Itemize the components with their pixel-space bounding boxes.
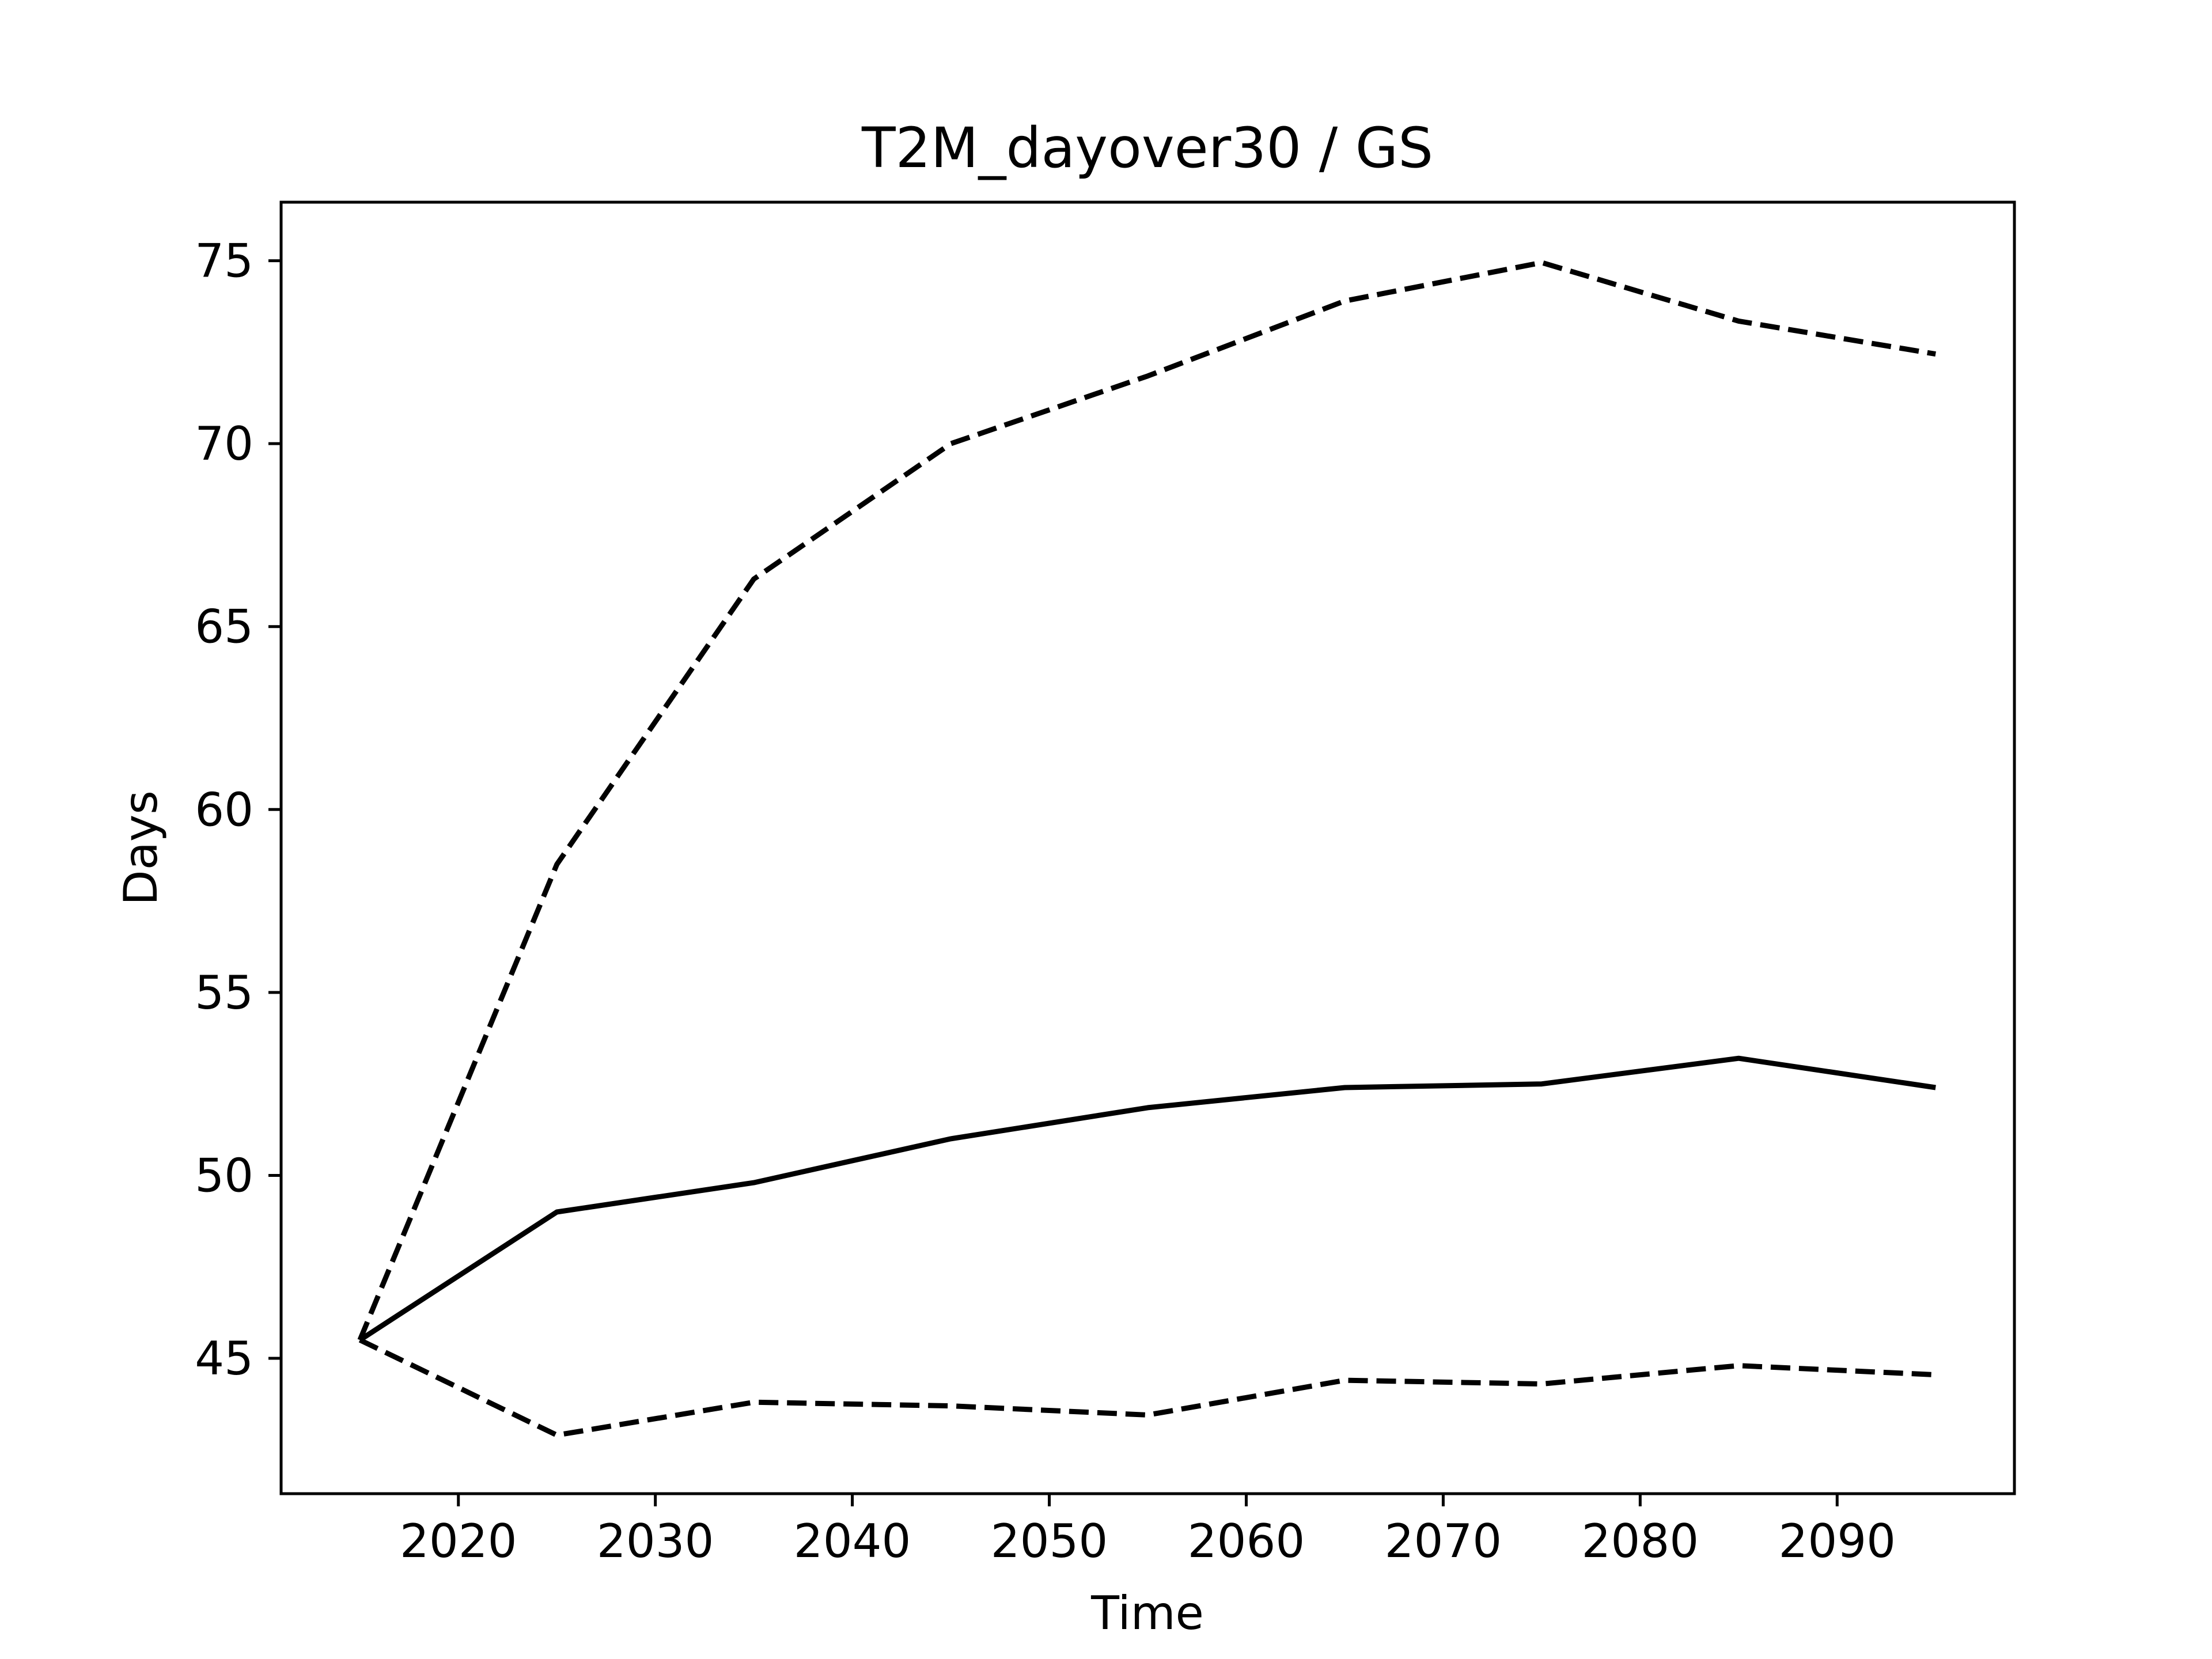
series-layer — [357, 260, 1936, 1438]
x-axis: 2020 2030 2040 2050 2060 2070 2080 2090 — [400, 1494, 1896, 1568]
series-line-1 — [358, 1055, 1936, 1342]
x-tick-label: 2020 — [400, 1514, 517, 1568]
plot-frame — [279, 200, 2016, 1495]
x-tick-label: 2030 — [597, 1514, 714, 1568]
y-tick-label: 55 — [195, 966, 253, 1020]
y-axis-label: Days — [114, 790, 168, 906]
x-tick-label: 2040 — [794, 1514, 911, 1568]
series-line-3 — [358, 1338, 1936, 1438]
y-tick-label: 60 — [195, 783, 253, 836]
x-tick-label: 2070 — [1385, 1514, 1502, 1568]
y-tick-label: 75 — [195, 234, 253, 288]
y-tick-label: 45 — [195, 1332, 253, 1385]
x-tick-label: 2080 — [1582, 1514, 1699, 1568]
y-tick-label: 70 — [195, 417, 253, 471]
x-tick-label: 2060 — [1188, 1514, 1305, 1568]
y-tick-label: 65 — [195, 600, 253, 654]
x-axis-label: Time — [1090, 1586, 1204, 1640]
x-tick-label: 2090 — [1778, 1514, 1896, 1568]
series-line-2 — [357, 260, 1936, 1341]
chart-title: T2M_dayover30 / GS — [861, 116, 1433, 180]
y-tick-label: 50 — [195, 1149, 253, 1202]
x-tick-label: 2050 — [991, 1514, 1108, 1568]
y-axis: 45 50 55 60 65 70 75 — [195, 234, 281, 1385]
